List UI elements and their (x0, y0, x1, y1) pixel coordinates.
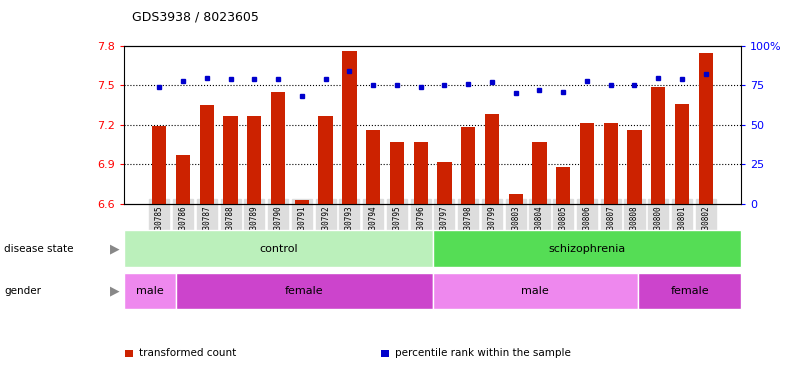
Bar (556, 167, 570, 204)
Text: GDS3938 / 8023605: GDS3938 / 8023605 (132, 10, 259, 23)
Text: transformed count: transformed count (139, 348, 235, 358)
Bar (125, 349, 133, 357)
Bar (413, 142, 428, 204)
Bar (295, 200, 309, 204)
Text: ▶: ▶ (110, 242, 119, 255)
Text: gender: gender (4, 286, 41, 296)
Bar (627, 130, 642, 204)
Bar (366, 130, 380, 204)
Bar (533, 142, 546, 204)
Bar (698, 53, 713, 204)
Bar (176, 155, 190, 204)
Text: ▶: ▶ (110, 285, 119, 297)
Bar (390, 142, 404, 204)
Text: male: male (521, 286, 549, 296)
Bar (175, 273, 433, 309)
Text: female: female (670, 286, 709, 296)
Bar (271, 92, 285, 204)
Bar (124, 273, 175, 309)
Bar (485, 114, 499, 204)
Bar (124, 230, 433, 267)
Bar (248, 116, 261, 204)
Text: control: control (259, 243, 298, 254)
Text: male: male (136, 286, 163, 296)
Bar (433, 230, 741, 267)
Bar (509, 194, 523, 204)
Bar (437, 162, 452, 204)
Bar (223, 116, 238, 204)
Bar (342, 51, 356, 204)
Text: schizophrenia: schizophrenia (548, 243, 626, 254)
Bar (152, 126, 167, 204)
Bar (381, 349, 389, 357)
Bar (675, 104, 689, 204)
Text: female: female (284, 286, 324, 296)
Bar (461, 127, 475, 204)
Bar (319, 116, 332, 204)
Bar (433, 273, 638, 309)
Bar (199, 105, 214, 204)
Text: disease state: disease state (4, 243, 74, 254)
Bar (651, 87, 666, 204)
Bar (604, 124, 618, 204)
Text: percentile rank within the sample: percentile rank within the sample (395, 348, 571, 358)
Bar (638, 273, 741, 309)
Bar (580, 124, 594, 204)
